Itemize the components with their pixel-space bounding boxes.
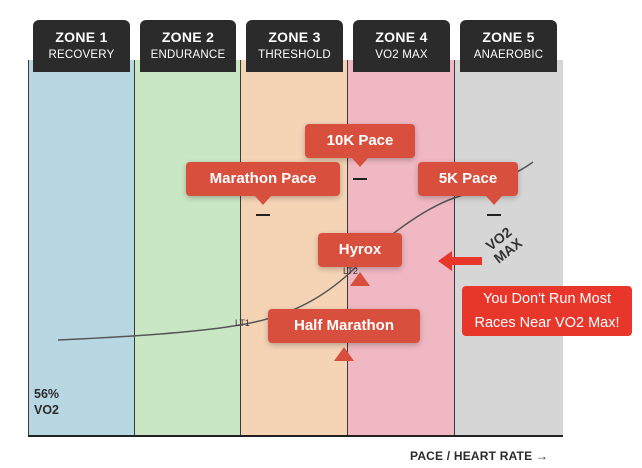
marathon-pace-callout: Marathon Pace [186,162,340,196]
zone-1-band [28,60,135,436]
start-vo2-value: 56% [34,387,60,401]
left-axis [28,60,29,436]
hyrox-callout: Hyrox [318,233,402,267]
zone-1-subtitle: RECOVERY [48,49,115,61]
vo2max-arrow-icon [438,251,482,271]
five-k-pace-callout: 5K Pace [418,162,518,196]
start-vo2-label: 56% VO2 [34,386,59,418]
zone-3-subtitle: THRESHOLD [258,49,331,61]
half-marathon-callout: Half Marathon [268,309,420,343]
zone-2-band [135,60,241,436]
zone-3-title: ZONE 3 [268,29,321,45]
marathon-tick [256,214,270,216]
zone-2-header: ZONE 2 ENDURANCE [140,20,236,72]
five-k-tick [487,214,501,216]
note-line2: Races Near VO2 Max! [474,315,620,331]
half-marathon-pointer [334,347,354,361]
zone-3-header: ZONE 3 THRESHOLD [246,20,343,72]
ten-k-tick [353,178,367,180]
zone-5-header: ZONE 5 ANAEROBIC [460,20,557,72]
x-axis-line [28,435,563,437]
five-k-pointer [486,196,502,205]
ten-k-pace-callout: 10K Pace [305,124,415,158]
zone-4-title: ZONE 4 [375,29,428,45]
note-line1: You Don't Run Most [483,291,611,307]
lt2-label: LT2 [343,266,358,276]
zone-1-title: ZONE 1 [55,29,108,45]
ten-k-pointer [352,158,368,167]
start-vo2-unit: VO2 [34,403,60,417]
zone-2-subtitle: ENDURANCE [150,49,226,61]
zone-4-subtitle: VO2 MAX [375,49,428,61]
vo2max-note: You Don't Run Most Races Near VO2 Max! [462,286,632,336]
zone-4-header: ZONE 4 VO2 MAX [353,20,450,72]
zone-2-title: ZONE 2 [161,29,215,45]
lt1-label: LT1 [235,318,250,328]
zone-5-subtitle: ANAEROBIC [473,49,544,61]
marathon-pointer [255,196,271,205]
zone-1-header: ZONE 1 RECOVERY [33,20,130,72]
zone-5-band [455,60,563,436]
x-axis-label: PACE / HEART RATE → [410,449,549,463]
zone-5-title: ZONE 5 [482,29,535,45]
hyrox-pointer [350,272,370,286]
